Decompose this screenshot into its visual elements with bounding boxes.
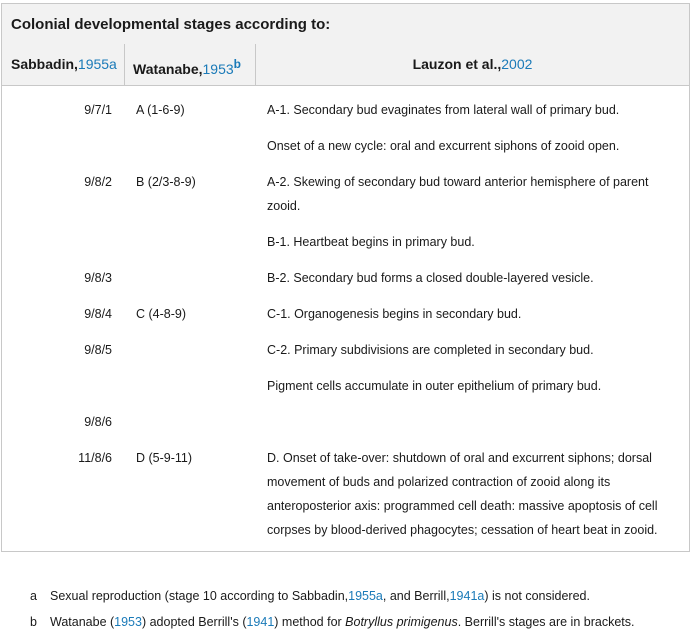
- cell-sabbadin: 9/7/1: [84, 103, 112, 117]
- cell-lauzon-line: anteroposterior axis: programmed cell de…: [267, 499, 658, 513]
- cell-watanabe: D (5-9-11): [136, 451, 193, 465]
- ref-link[interactable]: 1941: [246, 615, 275, 629]
- footnote-text: Sexual reproduction (stage 10 according …: [50, 589, 590, 603]
- table-header: Colonial developmental stages according …: [2, 4, 689, 86]
- header-sabbadin-label: Sabbadin,: [11, 56, 78, 72]
- header-lauzon-label: Lauzon et al.,: [412, 56, 502, 72]
- cell-sabbadin: 9/8/6: [84, 415, 112, 429]
- footnote-text: Watanabe (1953) adopted Berrill's (1941)…: [50, 615, 635, 629]
- ref-link[interactable]: 1941a: [449, 589, 485, 603]
- cell-lauzon-line: C-1. Organogenesis begins in secondary b…: [267, 307, 522, 321]
- cell-lauzon: A-1. Secondary bud evaginates from later…: [267, 98, 667, 122]
- cell-lauzon-line: D. Onset of take-over: shutdown of oral …: [267, 451, 652, 465]
- cell-lauzon: D. Onset of take-over: shutdown of oral …: [267, 446, 667, 542]
- cell-watanabe: A (1-6-9): [136, 103, 185, 117]
- cell-lauzon-line: corpses by blood-derived phagocytes; ces…: [267, 523, 658, 537]
- cell-sabbadin: 9/8/2: [84, 175, 112, 189]
- cell-lauzon-line: A-2. Skewing of secondary bud toward ant…: [267, 175, 649, 189]
- header-sabbadin: Sabbadin,1955a: [2, 44, 125, 85]
- cell-sabbadin: 9/8/5: [84, 343, 112, 357]
- cell-lauzon-line: C-2. Primary subdivisions are completed …: [267, 343, 594, 357]
- cell-lauzon-line: Pigment cells accumulate in outer epithe…: [267, 379, 602, 393]
- cell-lauzon: C-1. Organogenesis begins in secondary b…: [267, 302, 667, 326]
- cell-lauzon-line: B-1. Heartbeat begins in primary bud.: [267, 235, 475, 249]
- cell-lauzon-line: movement of buds and polarized contracti…: [267, 475, 611, 489]
- cell-lauzon: B-1. Heartbeat begins in primary bud.: [267, 230, 667, 254]
- cell-lauzon-line: B-2. Secondary bud forms a closed double…: [267, 271, 594, 285]
- ref-link[interactable]: 1953: [114, 615, 142, 629]
- header-watanabe: Watanabe,1953b: [125, 44, 256, 85]
- cell-lauzon: B-2. Secondary bud forms a closed double…: [267, 266, 667, 290]
- cell-lauzon: A-2. Skewing of secondary bud toward ant…: [267, 170, 667, 218]
- cell-lauzon: Pigment cells accumulate in outer epithe…: [267, 374, 667, 398]
- footnote-label: b: [30, 615, 37, 629]
- column-headers: Sabbadin,1955a Watanabe,1953b Lauzon et …: [2, 44, 689, 85]
- cell-sabbadin: 11/8/6: [78, 451, 112, 465]
- cell-lauzon-line: Onset of a new cycle: oral and excurrent…: [267, 139, 620, 153]
- table-caption: Colonial developmental stages according …: [11, 16, 331, 33]
- cell-lauzon: C-2. Primary subdivisions are completed …: [267, 338, 667, 362]
- cell-sabbadin: 9/8/4: [84, 307, 112, 321]
- cell-lauzon-line: A-1. Secondary bud evaginates from later…: [267, 103, 620, 117]
- cell-lauzon-line: zooid.: [267, 199, 301, 213]
- ref-link-lauzon[interactable]: 2002: [501, 56, 533, 72]
- cell-watanabe: B (2/3-8-9): [136, 175, 196, 189]
- ref-link-watanabe[interactable]: 1953: [202, 61, 234, 77]
- cell-lauzon: Onset of a new cycle: oral and excurrent…: [267, 134, 667, 158]
- cell-sabbadin: 9/8/3: [84, 271, 112, 285]
- header-watanabe-label: Watanabe,: [133, 61, 203, 77]
- cell-watanabe: C (4-8-9): [136, 307, 187, 321]
- ref-link[interactable]: 1955a: [348, 589, 383, 603]
- footnote-label: a: [30, 589, 37, 603]
- header-lauzon: Lauzon et al.,2002: [256, 44, 689, 85]
- footnote-link-b[interactable]: b: [233, 57, 241, 71]
- stages-table: Colonial developmental stages according …: [1, 3, 690, 552]
- ref-link-sabbadin[interactable]: 1955a: [77, 56, 117, 72]
